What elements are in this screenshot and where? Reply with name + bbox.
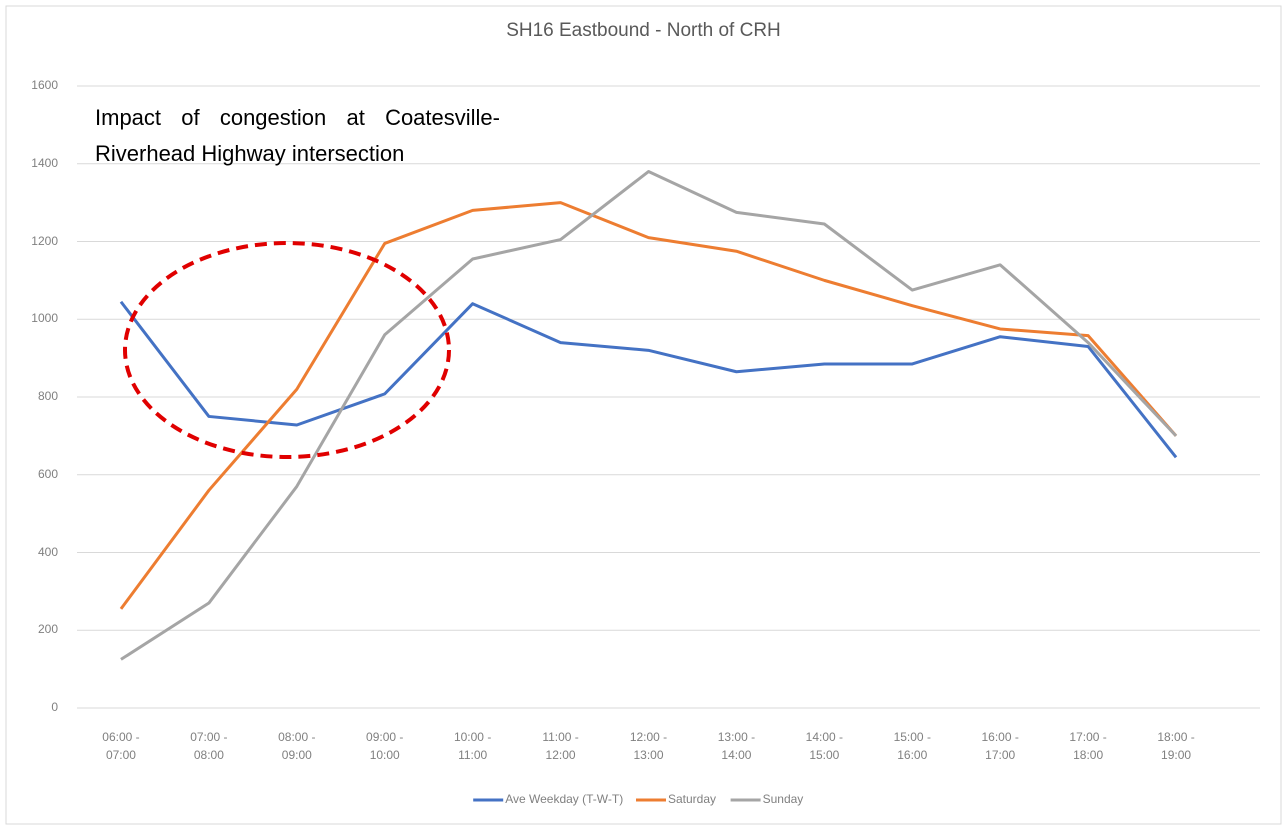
chart-frame <box>5 5 1282 825</box>
y-tick-label: 400 <box>37 544 58 559</box>
x-tick-label: 08:00 - 09:00 <box>278 730 316 762</box>
x-tick-label: 07:00 - 08:00 <box>190 730 228 762</box>
x-tick-label: 10:00 - 11:00 <box>453 730 492 762</box>
legend-label: Sunday <box>762 792 804 806</box>
x-tick-label: 12:00 - 13:00 <box>629 730 668 762</box>
x-tick-label: 17:00 - 18:00 <box>1069 730 1107 762</box>
highlight-ellipse <box>123 241 451 459</box>
legend-label: Ave Weekday (T-W-T) <box>505 792 624 806</box>
x-tick-label: 11:00 - 12:00 <box>542 730 579 762</box>
series-line <box>119 201 1178 610</box>
legend-label: Saturday <box>668 792 717 806</box>
x-tick-label: 09:00 - 10:00 <box>366 730 404 762</box>
x-tick-label: 13:00 - 14:00 <box>717 730 756 762</box>
x-tick-label: 15:00 - 16:00 <box>893 730 931 762</box>
series-line <box>119 300 1178 459</box>
y-tick-label: 1400 <box>31 155 58 170</box>
y-tick-label: 1000 <box>31 311 58 326</box>
annotation: Impact of congestion at Coatesville-Rive… <box>95 105 500 166</box>
y-tick-label: 0 <box>51 700 58 714</box>
y-tick-label: 600 <box>37 466 58 481</box>
x-tick-label: 16:00 - 17:00 <box>981 730 1019 762</box>
chart-title: SH16 Eastbound - North of CRH <box>506 20 781 41</box>
x-tick-label: 18:00 - 19:00 <box>1157 730 1195 762</box>
y-tick-label: 1600 <box>31 78 58 92</box>
x-tick-label: 14:00 - 15:00 <box>805 730 844 762</box>
series-line <box>120 170 1178 661</box>
y-tick-label: 200 <box>37 622 58 637</box>
y-tick-label: 800 <box>37 389 58 403</box>
y-tick-label: 1200 <box>31 233 58 248</box>
x-tick-label: 06:00 - 07:00 <box>102 730 140 762</box>
